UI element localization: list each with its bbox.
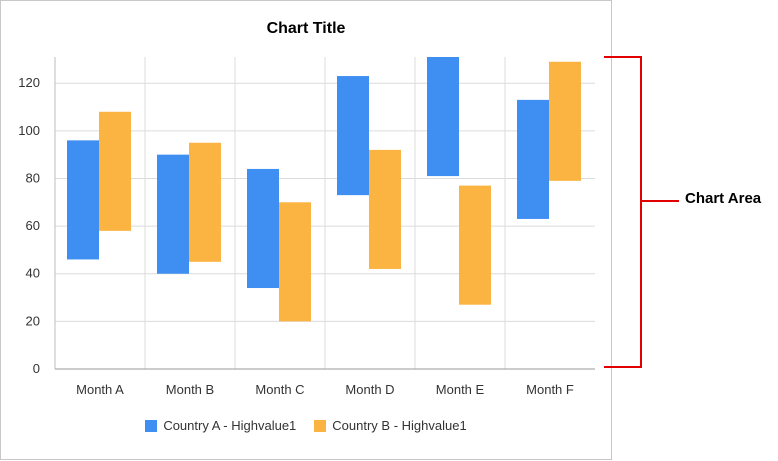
- bar-country-b: [189, 142, 221, 262]
- legend: Country A - Highvalue1 Country B - Highva…: [0, 418, 612, 433]
- chart-area-label: Chart Area: [685, 190, 762, 207]
- x-tick-label: Month F: [526, 382, 574, 397]
- y-tick-label: 120: [18, 75, 40, 90]
- bar-country-a: [517, 99, 549, 219]
- legend-item[interactable]: Country B - Highvalue1: [314, 418, 467, 433]
- bar-country-b: [279, 202, 311, 322]
- legend-label: Country B - Highvalue1: [332, 418, 467, 433]
- bar-country-b: [459, 185, 491, 305]
- legend-swatch: [314, 419, 327, 432]
- legend-item[interactable]: Country A - Highvalue1: [145, 418, 296, 433]
- bar-country-a: [67, 140, 99, 260]
- bar-country-a: [427, 57, 459, 177]
- x-tick-label: Month C: [255, 382, 304, 397]
- x-tick-label: Month A: [76, 382, 124, 397]
- y-tick-label: 60: [26, 218, 40, 233]
- y-tick-label: 20: [26, 313, 40, 328]
- x-tick-label: Month D: [345, 382, 394, 397]
- bar-country-a: [247, 168, 279, 289]
- bars-layer: [67, 57, 581, 322]
- y-tick-label: 40: [26, 266, 40, 281]
- chart-title: Chart Title: [266, 20, 346, 37]
- x-tick-label: Month E: [436, 382, 485, 397]
- bar-country-a: [337, 76, 369, 196]
- axis-layer: 0 20 40 60 80 100 120 Month A Month B Month C Mont…: [18, 57, 595, 397]
- bar-country-b: [369, 149, 401, 269]
- legend-label: Country A - Highvalue1: [163, 418, 297, 433]
- x-tick-label: Month B: [166, 382, 214, 397]
- grid-layer: [55, 57, 595, 369]
- bar-country-a: [157, 154, 189, 274]
- bar-country-b: [549, 61, 581, 181]
- legend-swatch: [145, 419, 158, 432]
- y-tick-label: 0: [33, 361, 40, 376]
- y-tick-label: 80: [26, 170, 40, 185]
- chart-area-bracket: [604, 56, 679, 368]
- bar-country-b: [99, 111, 131, 231]
- bracket-line: [604, 56, 642, 368]
- y-tick-label: 100: [18, 123, 40, 138]
